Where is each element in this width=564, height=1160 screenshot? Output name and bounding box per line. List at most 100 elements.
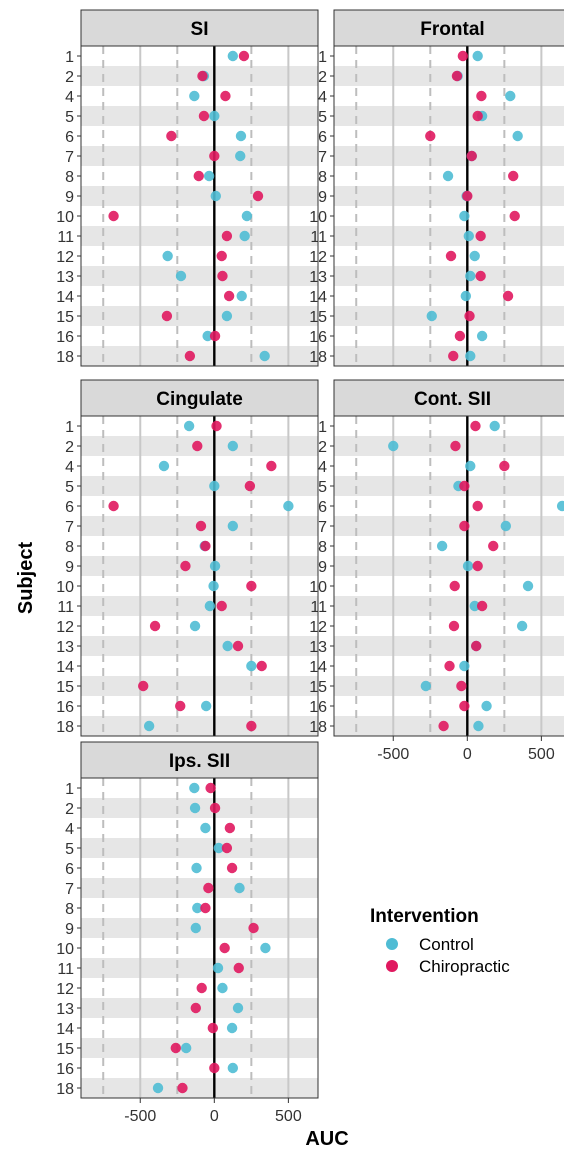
y-tick-label: 2 xyxy=(65,439,74,456)
y-tick-label: 6 xyxy=(318,129,327,146)
point-control-subject-15 xyxy=(180,1042,192,1054)
point-chiropractic-subject-1 xyxy=(238,50,250,62)
row-band xyxy=(334,226,564,246)
point-control-subject-12 xyxy=(217,982,228,994)
row-band xyxy=(334,106,564,126)
y-tick-label: 8 xyxy=(65,169,74,186)
point-chiropractic-subject-15 xyxy=(170,1042,181,1054)
panel-border xyxy=(333,45,564,367)
point-control-subject-6 xyxy=(235,130,247,142)
row-band xyxy=(81,186,318,206)
panel-border xyxy=(333,415,564,737)
point-control-subject-1 xyxy=(472,50,483,62)
point-control-subject-13 xyxy=(175,270,187,282)
point-chiropractic-subject-14 xyxy=(223,290,235,302)
point-control-subject-12 xyxy=(469,250,480,262)
y-tick-label: 10 xyxy=(56,209,74,226)
point-chiropractic-subject-6 xyxy=(472,500,483,512)
y-tick-label: 9 xyxy=(318,559,327,576)
point-chiropractic-subject-1 xyxy=(457,50,469,62)
y-tick-label: 18 xyxy=(309,719,327,736)
point-chiropractic-subject-13 xyxy=(217,270,228,282)
data-points xyxy=(425,50,523,362)
y-tick-label: 4 xyxy=(65,459,74,476)
y-tick-label: 9 xyxy=(65,189,74,206)
point-chiropractic-subject-18 xyxy=(246,720,257,732)
y-tick-label: 7 xyxy=(65,149,74,166)
point-chiropractic-subject-13 xyxy=(190,1002,201,1014)
row-band xyxy=(334,596,564,616)
point-control-subject-7 xyxy=(500,520,512,532)
y-tick-label: 14 xyxy=(56,289,74,306)
row-band xyxy=(81,146,318,166)
row-band xyxy=(81,306,318,326)
x-tick-label: -500 xyxy=(124,1108,156,1125)
x-axis-label: AUC xyxy=(305,1128,348,1150)
point-chiropractic-subject-14 xyxy=(444,660,455,672)
point-chiropractic-subject-5 xyxy=(198,110,210,122)
y-tick-label: 11 xyxy=(57,229,74,246)
point-control-subject-4 xyxy=(189,90,200,102)
point-control-subject-11 xyxy=(204,600,216,612)
y-tick-label: 12 xyxy=(56,249,74,266)
y-tick-label: 15 xyxy=(309,679,327,696)
point-chiropractic-subject-16 xyxy=(454,330,466,342)
point-control-subject-8 xyxy=(442,170,454,182)
row-band xyxy=(81,676,318,696)
point-chiropractic-subject-4 xyxy=(476,90,487,102)
panel-title: Ips. SII xyxy=(169,751,230,772)
point-control-subject-18 xyxy=(473,720,484,732)
y-axis-label: Subject xyxy=(15,542,37,615)
point-control-subject-1 xyxy=(489,420,500,432)
y-tick-label: 13 xyxy=(56,269,74,286)
point-chiropractic-subject-7 xyxy=(195,520,207,532)
y-tick-label: 5 xyxy=(65,109,74,126)
row-band xyxy=(81,226,318,246)
y-tick-label: 18 xyxy=(56,349,74,366)
point-control-subject-11 xyxy=(239,230,250,242)
point-chiropractic-subject-13 xyxy=(471,640,482,652)
point-control-subject-14 xyxy=(460,290,472,302)
point-chiropractic-subject-9 xyxy=(462,190,473,202)
point-control-subject-12 xyxy=(162,250,173,262)
y-tick-label: 8 xyxy=(65,901,74,918)
point-chiropractic-subject-7 xyxy=(203,882,214,894)
point-chiropractic-subject-11 xyxy=(475,230,486,242)
point-control-subject-4 xyxy=(465,460,476,472)
point-control-subject-1 xyxy=(183,420,195,432)
y-tick-label: 12 xyxy=(56,619,74,636)
y-tick-label: 16 xyxy=(56,1061,74,1078)
point-control-subject-18 xyxy=(259,350,270,362)
y-tick-label: 7 xyxy=(65,519,74,536)
y-tick-label: 15 xyxy=(56,679,74,696)
point-chiropractic-subject-6 xyxy=(108,500,119,512)
y-tick-label: 1 xyxy=(65,781,74,798)
y-tick-label: 16 xyxy=(56,699,74,716)
point-control-subject-12 xyxy=(516,620,528,632)
point-control-subject-16 xyxy=(227,1062,239,1074)
row-band xyxy=(81,556,318,576)
point-chiropractic-subject-9 xyxy=(252,190,264,202)
point-control-subject-2 xyxy=(189,802,201,814)
point-chiropractic-subject-2 xyxy=(451,70,463,82)
point-control-subject-7 xyxy=(227,520,239,532)
point-chiropractic-subject-10 xyxy=(219,942,230,954)
y-tick-label: 8 xyxy=(318,169,327,186)
y-tick-label: 18 xyxy=(309,349,327,366)
y-tick-label: 9 xyxy=(65,559,74,576)
point-chiropractic-subject-6 xyxy=(166,130,177,142)
y-tick-label: 2 xyxy=(318,69,327,86)
y-tick-label: 10 xyxy=(309,579,327,596)
y-tick-label: 13 xyxy=(56,1001,74,1018)
point-control-subject-14 xyxy=(236,290,247,302)
point-chiropractic-subject-15 xyxy=(138,680,149,692)
y-tick-label: 5 xyxy=(65,841,74,858)
point-control-subject-5 xyxy=(209,110,220,122)
point-control-subject-7 xyxy=(235,150,246,162)
panel-border xyxy=(80,415,319,737)
point-chiropractic-subject-18 xyxy=(448,350,459,362)
point-chiropractic-subject-8 xyxy=(200,902,211,914)
y-tick-label: 13 xyxy=(309,269,327,286)
